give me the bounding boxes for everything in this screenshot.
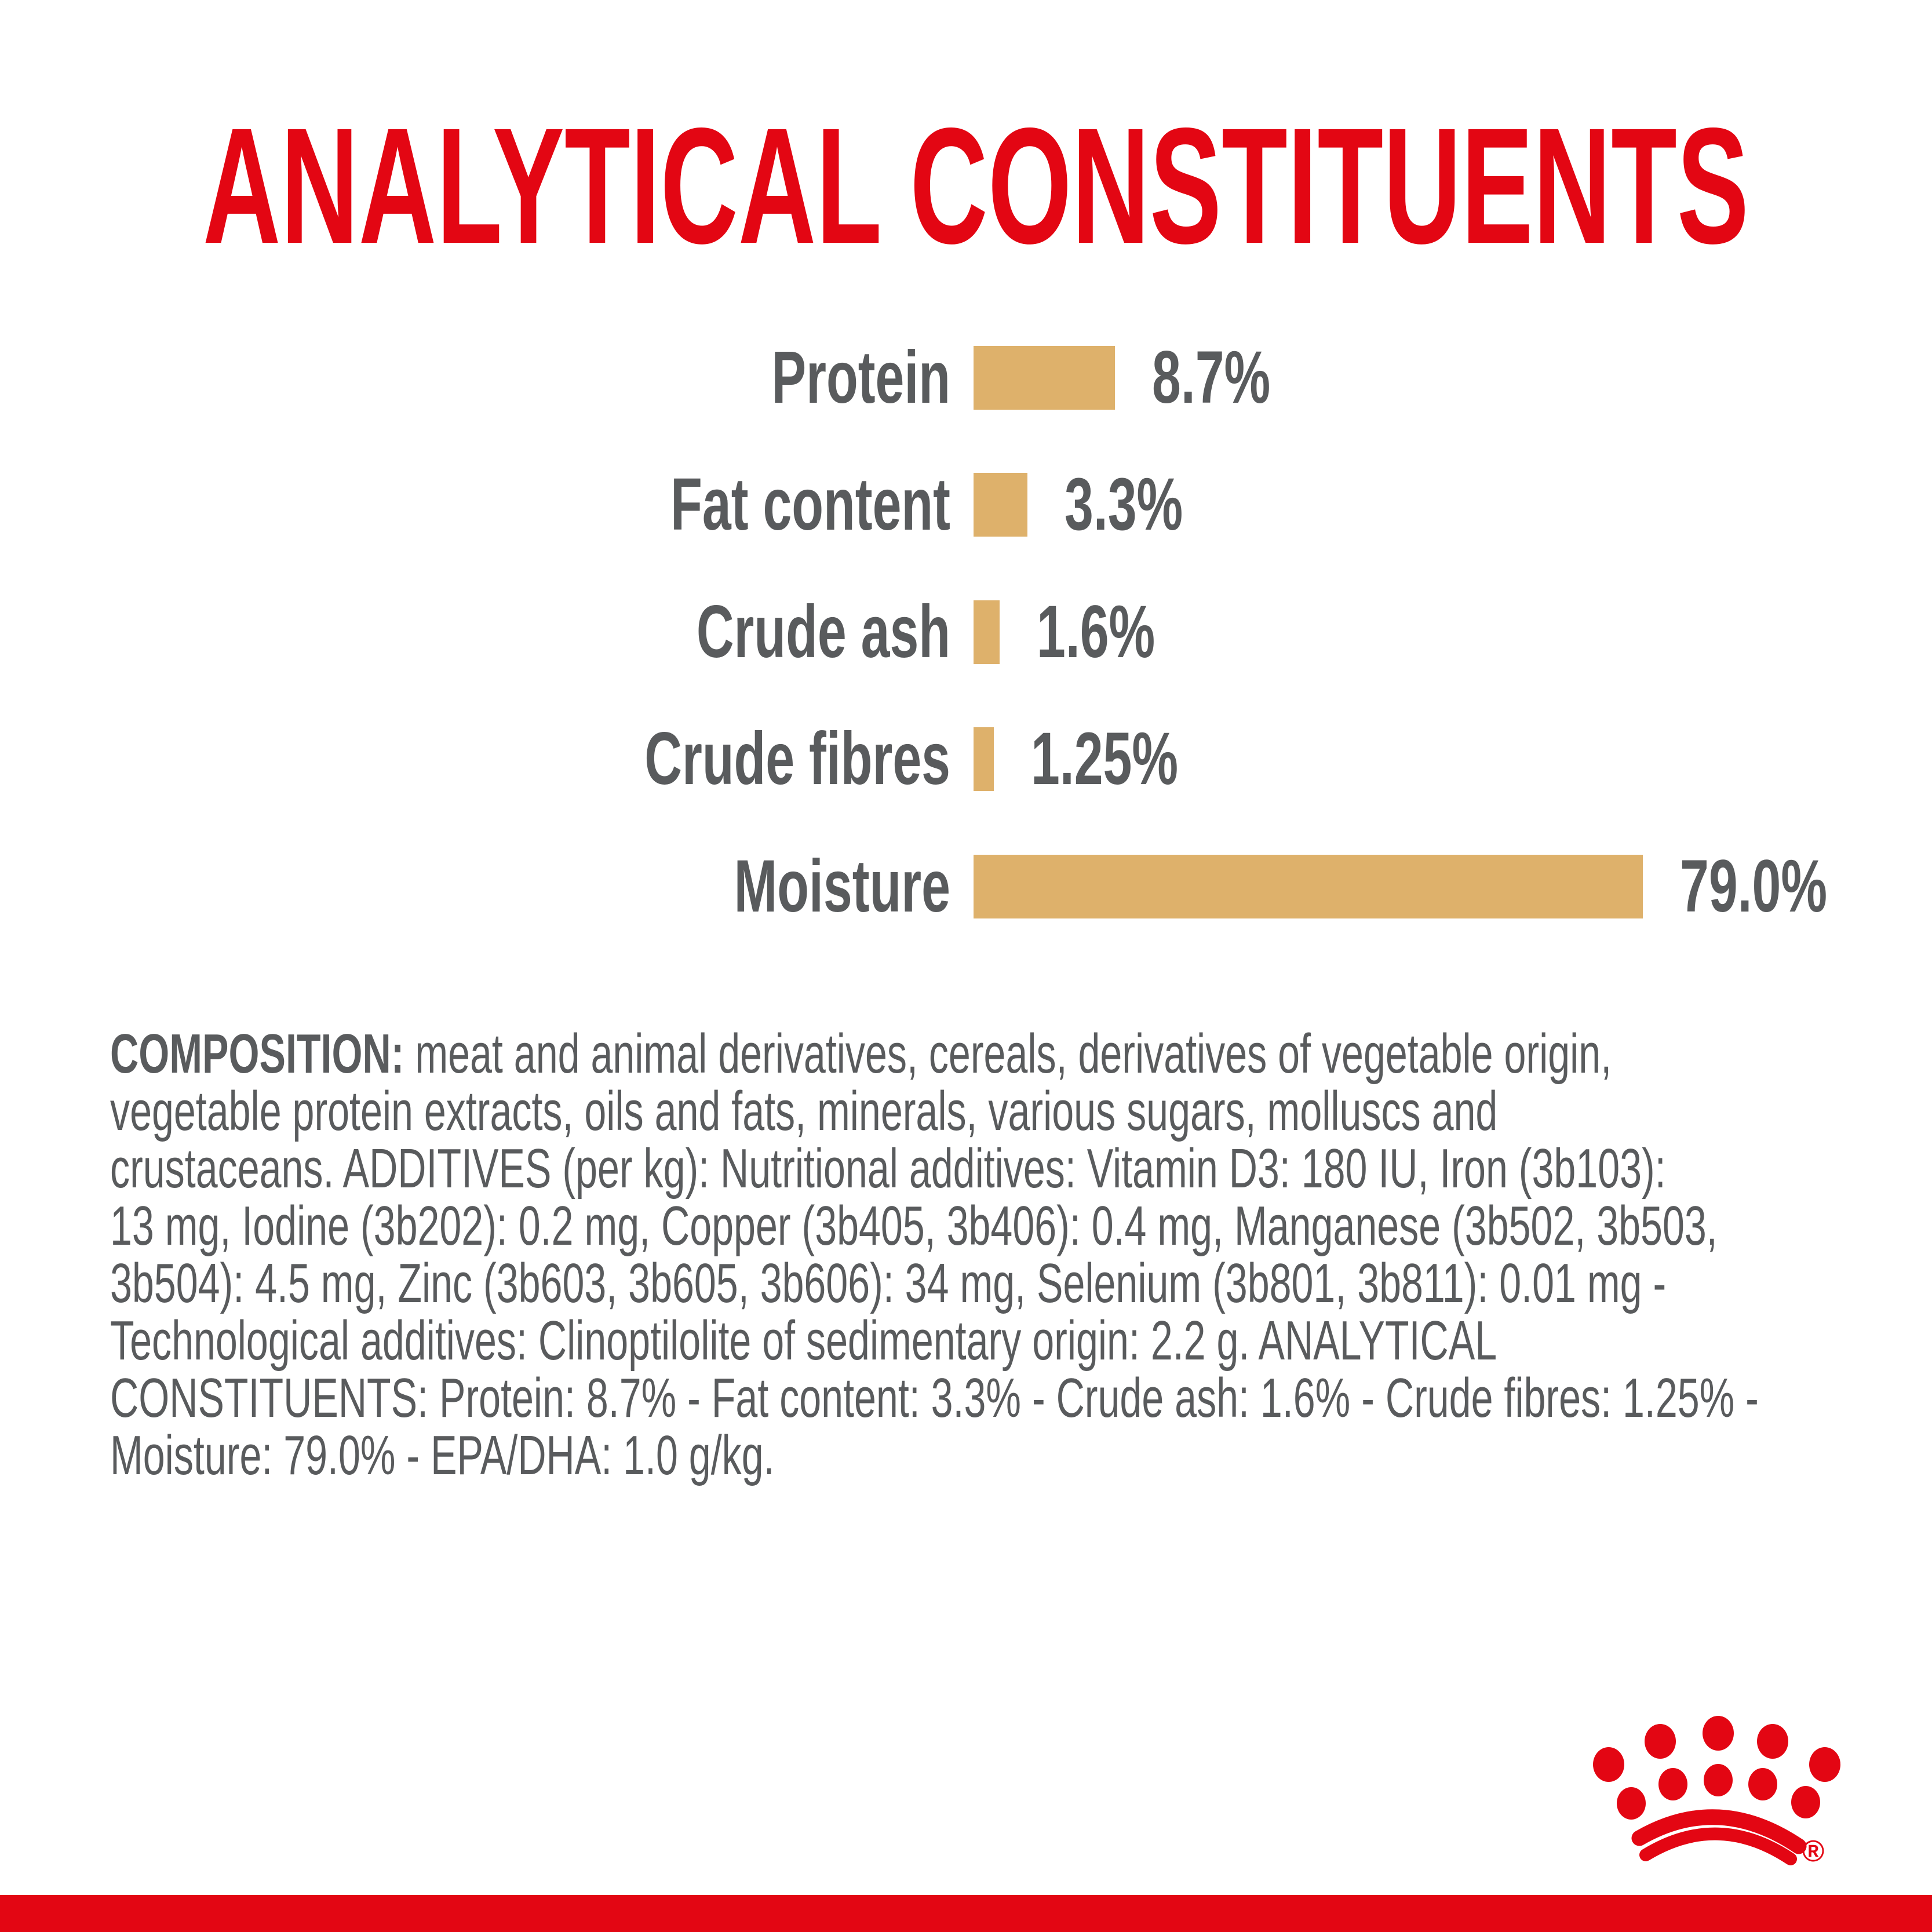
composition-line: 13 mg, Iodine (3b202): 0.2 mg, Copper (3… xyxy=(110,1195,1718,1257)
crown-dot xyxy=(1703,1716,1734,1751)
crown-band-outer xyxy=(1631,1809,1807,1854)
crown-dot xyxy=(1748,1768,1777,1800)
composition-line: vegetable protein extracts, oils and fat… xyxy=(110,1080,1498,1142)
crown-dot xyxy=(1617,1787,1646,1820)
footer-red-bar xyxy=(0,1895,1932,1932)
crown-dot xyxy=(1658,1768,1687,1800)
bar-crude-fibres xyxy=(974,727,994,791)
chart-row-crude-fibres: Crude fibres 1.25% xyxy=(0,717,1932,800)
crown-dot xyxy=(1704,1764,1733,1796)
chart-row-crude-ash: Crude ash 1.6% xyxy=(0,590,1932,673)
bar-value-fat-content: 3.3% xyxy=(1065,463,1183,546)
bar-label-protein: Protein xyxy=(771,336,950,419)
crown-dot xyxy=(1757,1724,1788,1759)
bar-value-crude-fibres: 1.25% xyxy=(1031,717,1179,800)
crown-band-inner xyxy=(1639,1827,1797,1865)
composition-line: Moisture: 79.0% - EPA/DHA: 1.0 g/kg. xyxy=(110,1424,775,1486)
bar-protein xyxy=(974,346,1115,410)
crown-dot xyxy=(1593,1747,1624,1782)
bar-crude-ash xyxy=(974,600,1000,664)
composition-line: CONSTITUENTS: Protein: 8.7% - Fat conten… xyxy=(110,1367,1759,1429)
page-title: ANALYTICAL CONSTITUENTS xyxy=(203,94,1749,278)
bar-value-moisture: 79.0% xyxy=(1680,845,1828,928)
composition-line: 3b504): 4.5 mg, Zinc (3b603, 3b605, 3b60… xyxy=(110,1252,1667,1314)
bar-label-crude-fibres: Crude fibres xyxy=(644,717,950,800)
page-title-container: ANALYTICAL CONSTITUENTS xyxy=(203,94,1749,278)
bar-moisture xyxy=(974,855,1643,918)
chart-row-protein: Protein 8.7% xyxy=(0,336,1932,419)
composition-line-text: meat and animal derivatives, cereals, de… xyxy=(404,1023,1612,1085)
registered-trademark-icon: ® xyxy=(1802,1835,1824,1868)
bar-label-fat-content: Fat content xyxy=(670,463,950,546)
bar-value-crude-ash: 1.6% xyxy=(1037,590,1155,673)
composition-paragraph: COMPOSITION: meat and animal derivatives… xyxy=(110,1025,1759,1484)
royal-canin-crown-logo: ® xyxy=(1593,1716,1840,1868)
bar-label-crude-ash: Crude ash xyxy=(696,590,950,673)
composition-line: crustaceans. ADDITIVES (per kg): Nutriti… xyxy=(110,1138,1666,1200)
bar-value-protein: 8.7% xyxy=(1152,336,1271,419)
composition-lead: COMPOSITION: xyxy=(110,1023,404,1085)
crown-dot xyxy=(1645,1724,1676,1759)
composition-line: COMPOSITION: meat and animal derivatives… xyxy=(110,1025,1759,1082)
crown-dot xyxy=(1791,1786,1820,1818)
crown-dot xyxy=(1809,1747,1840,1782)
chart-row-fat-content: Fat content 3.3% xyxy=(0,463,1932,546)
composition-line: Technological additives: Clinoptilolite … xyxy=(110,1310,1497,1372)
chart-row-moisture: Moisture 79.0% xyxy=(0,845,1932,928)
bar-fat-content xyxy=(974,473,1027,537)
bar-label-moisture: Moisture xyxy=(734,845,950,928)
